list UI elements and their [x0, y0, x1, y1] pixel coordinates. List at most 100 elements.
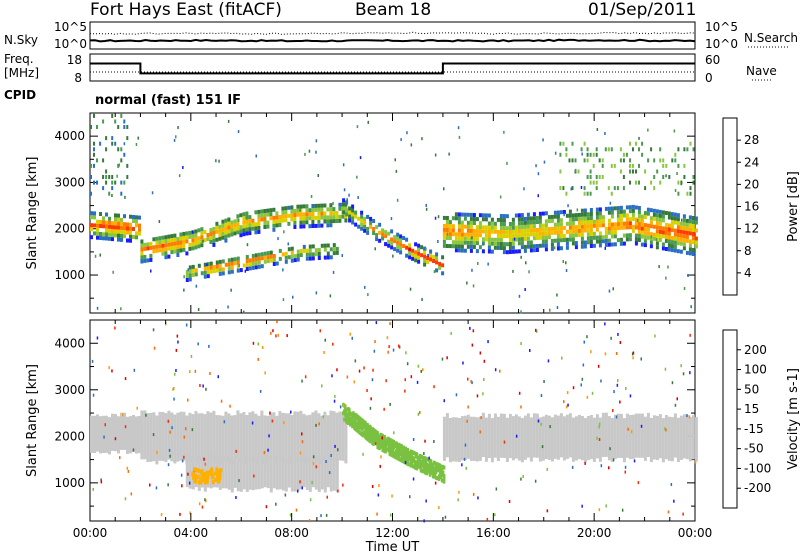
power-cell [538, 223, 542, 228]
power-cell [236, 214, 240, 219]
power-sparse-cell [653, 186, 656, 191]
power-sparse-cell [120, 113, 123, 118]
power-noise-cell [665, 239, 667, 243]
velocity-cell [381, 433, 384, 438]
power-cell [517, 217, 521, 222]
power-cell [342, 198, 346, 203]
power-cell [595, 219, 599, 224]
power-cell [583, 240, 587, 245]
power-cell [126, 238, 129, 243]
power-cell [673, 244, 677, 249]
power-cell [254, 253, 258, 258]
power-cell [375, 225, 379, 230]
velocity-cell [362, 425, 365, 430]
power-cell [448, 232, 452, 237]
power-cell [523, 216, 527, 221]
velocity-cell [343, 417, 346, 422]
velocity-noise-cell [179, 512, 181, 516]
power-sparse-cell [123, 119, 126, 124]
power-cell [155, 244, 159, 249]
velocity-noise-cell [406, 362, 409, 366]
velocity-noise-cell [201, 505, 204, 509]
ground-scatter-cell [574, 416, 578, 461]
velocity-cell [372, 436, 375, 441]
velocity-noise-cell [470, 380, 472, 383]
velocity-cell [433, 472, 437, 477]
power-cell [559, 238, 563, 243]
power-noise-cell [503, 130, 505, 134]
station-title: Fort Hays East (fitACF) [90, 0, 282, 20]
power-noise-cell [283, 230, 285, 234]
power-cell [451, 232, 455, 237]
velocity-noise-cell [322, 415, 324, 419]
power-cell [335, 211, 339, 215]
power-cell [284, 214, 288, 219]
power-cell [598, 235, 602, 240]
power-noise-cell [525, 261, 527, 265]
power-cell [411, 252, 415, 257]
power-cell [290, 250, 294, 255]
power-noise-cell [576, 208, 579, 212]
power-cell [108, 236, 111, 241]
velocity-cell [409, 463, 413, 468]
power-cell [114, 217, 117, 222]
power-cell [149, 253, 153, 258]
power-sparse-cell [604, 147, 607, 152]
power-noise-cell [94, 254, 97, 258]
power-cell [329, 255, 333, 260]
power-noise-cell [332, 201, 334, 205]
power-cell [463, 224, 467, 229]
power-cell [637, 226, 641, 230]
power-cell [242, 263, 246, 268]
power-cell [411, 248, 415, 253]
velocity-noise-cell [434, 481, 437, 485]
power-cell [338, 218, 342, 223]
velocity-noise-cell [676, 397, 678, 401]
power-cell [490, 229, 494, 234]
ground-scatter-cell [188, 456, 192, 489]
power-cell [565, 237, 569, 242]
ground-scatter-cell [329, 410, 333, 460]
power-cell [598, 219, 602, 224]
velocity-cell [415, 466, 419, 471]
power-cell [541, 211, 545, 216]
ground-scatter-cell [105, 415, 108, 453]
power-cell [643, 235, 647, 240]
power-cell [152, 237, 156, 242]
ground-scatter-cell [496, 416, 500, 461]
ground-scatter-cell [610, 417, 614, 463]
power-sparse-cell [589, 191, 592, 196]
velocity-noise-cell [483, 378, 485, 381]
ground-scatter-cell [335, 412, 339, 462]
power-cell [679, 225, 683, 230]
power-cell [481, 217, 485, 222]
velocity-cell [392, 445, 395, 450]
power-cell [114, 225, 117, 230]
power-sparse-cell [126, 125, 129, 129]
velocity-noise-cell [194, 369, 197, 373]
power-noise-cell [315, 150, 317, 154]
velocity-noise-cell [520, 477, 522, 481]
power-cell [305, 252, 309, 257]
power-sparse-cell [589, 152, 592, 157]
power-cell [390, 229, 394, 234]
power-cell [649, 244, 653, 249]
power-cell [354, 214, 358, 219]
power-cell [691, 252, 695, 256]
power-cell [320, 207, 324, 212]
power-cell [652, 224, 656, 229]
power-sparse-cell [610, 147, 613, 152]
velocity-cell [401, 456, 405, 461]
ground-scatter-cell [212, 410, 216, 460]
velocity-noise-cell [319, 329, 321, 333]
velocity-noise-cell [467, 405, 469, 409]
power-cell [628, 237, 632, 242]
power-cell [505, 230, 509, 235]
colorbar-tick-label: -50 [744, 442, 764, 456]
ground-scatter-cell [132, 414, 135, 453]
power-cell [257, 213, 261, 218]
power-cell [269, 250, 273, 255]
power-sparse-cell [583, 158, 586, 163]
power-cell [628, 233, 632, 238]
ground-scatter-cell [308, 459, 312, 492]
